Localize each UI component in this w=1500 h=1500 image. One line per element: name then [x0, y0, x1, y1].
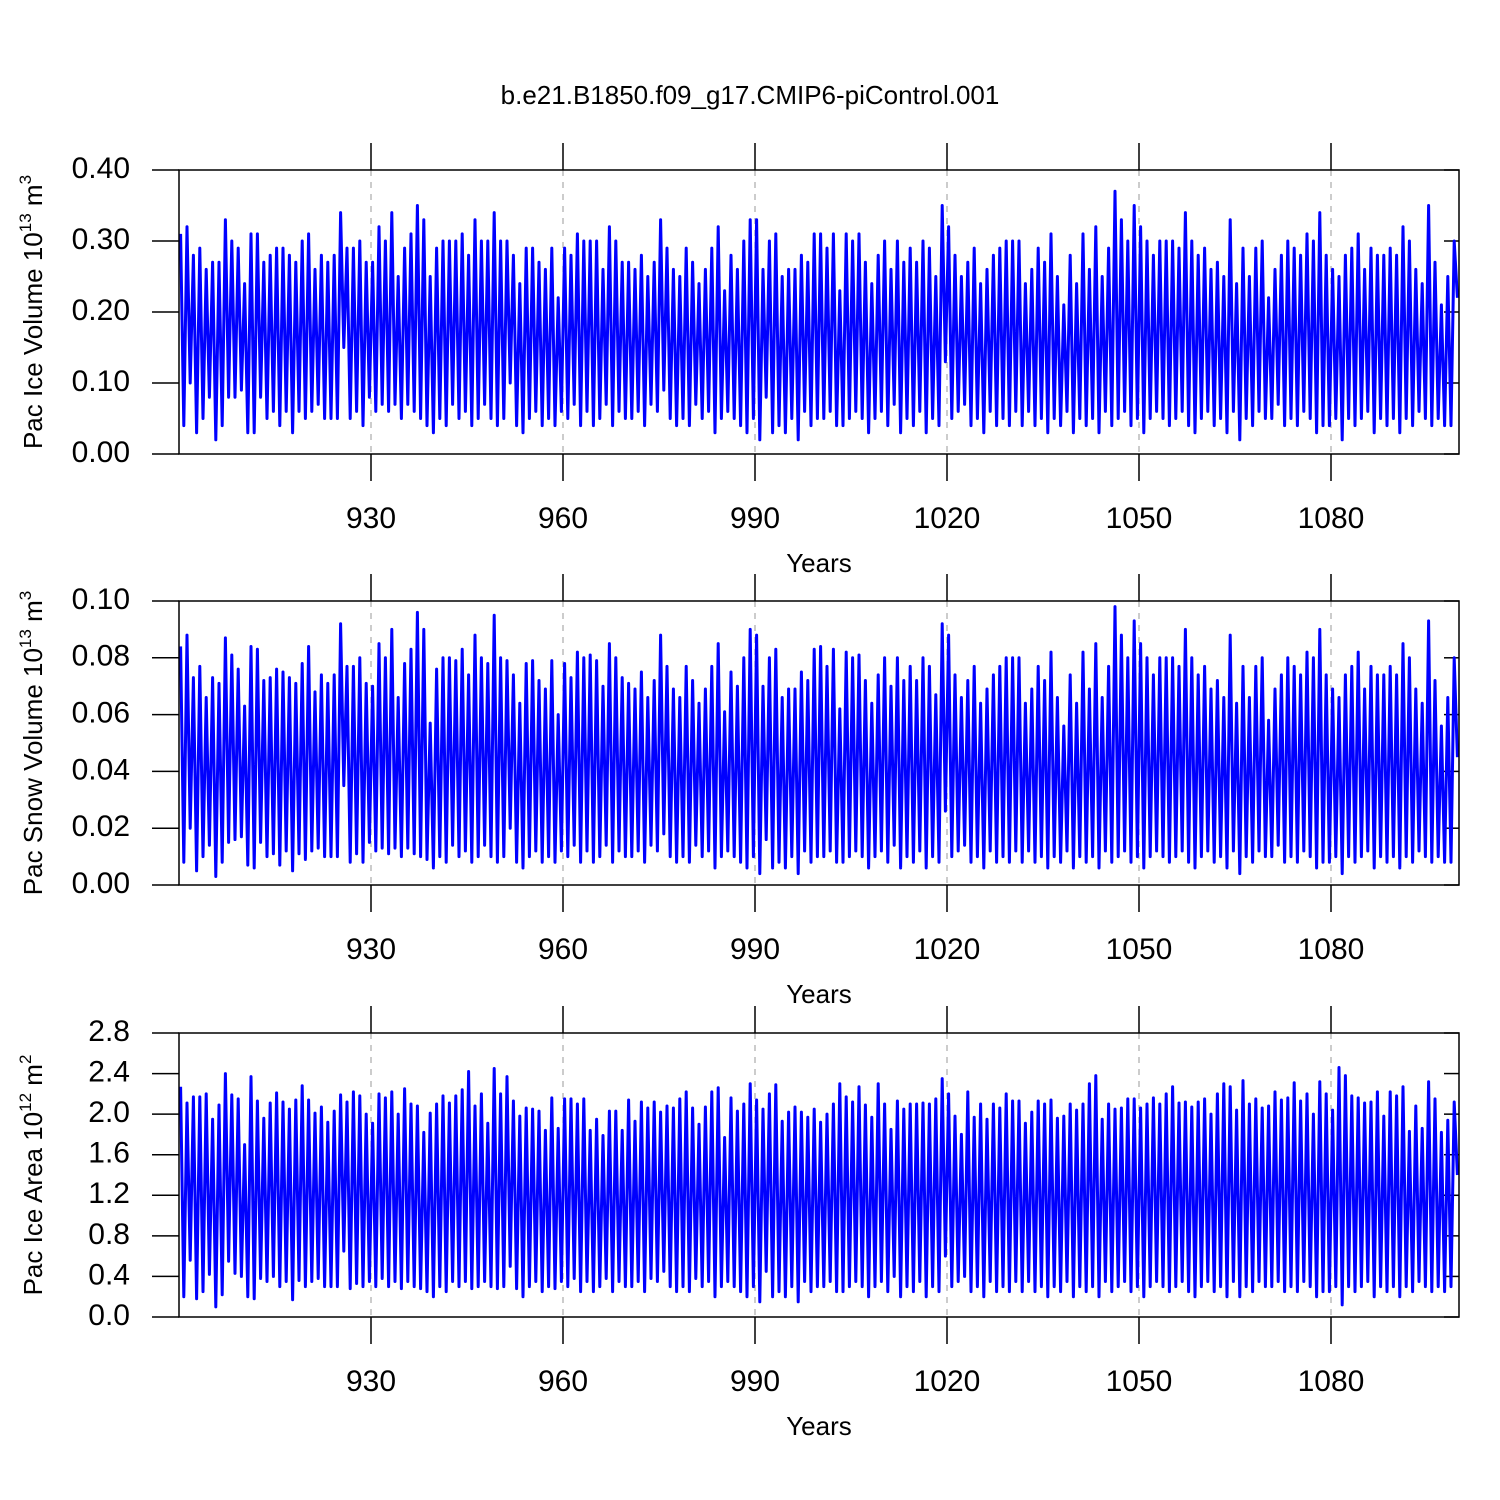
- y-tick-label: 2.4: [88, 1055, 130, 1088]
- x-tick-label: 930: [346, 1365, 396, 1398]
- y-axis-label-exponent: 13: [16, 629, 35, 648]
- x-tick-label: 930: [346, 502, 396, 535]
- x-tick-label: 930: [346, 933, 396, 966]
- y-axis-label-part: Pac Snow Volume 10: [18, 648, 48, 895]
- y-axis-label: Pac Ice Volume 1013 m3: [16, 175, 48, 449]
- x-tick-label: 960: [538, 1365, 588, 1398]
- x-tick-label: 990: [730, 502, 780, 535]
- y-tick-label: 2.0: [88, 1096, 130, 1129]
- x-tick-label: 960: [538, 502, 588, 535]
- plot-frame: [178, 600, 1460, 886]
- x-tick-label: 1050: [1106, 933, 1173, 966]
- y-axis-label-exponent: 3: [16, 591, 35, 600]
- x-tick-label: 960: [538, 933, 588, 966]
- y-tick-label: 1.2: [88, 1177, 130, 1210]
- y-tick-label: 0.06: [72, 697, 130, 730]
- y-tick-label: 0.04: [72, 753, 130, 786]
- x-tick-label: 1020: [914, 933, 981, 966]
- x-axis-label: Years: [786, 979, 852, 1009]
- y-axis-label-exponent: 3: [16, 175, 35, 184]
- y-tick-label: 0.0: [88, 1299, 130, 1332]
- x-tick-label: 1080: [1298, 502, 1365, 535]
- y-tick-label: 0.08: [72, 640, 130, 673]
- y-axis-label-part: Pac Ice Volume 10: [18, 232, 48, 449]
- x-tick-label: 1050: [1106, 1365, 1173, 1398]
- chart-title: b.e21.B1850.f09_g17.CMIP6-piControl.001: [501, 80, 1000, 110]
- x-tick-label: 1080: [1298, 1365, 1365, 1398]
- y-axis-label-exponent: 2: [16, 1055, 35, 1064]
- y-axis-label-exponent: 12: [16, 1093, 35, 1112]
- data-line: [179, 1065, 1459, 1309]
- y-tick-label: 0.02: [72, 810, 130, 843]
- x-tick-label: 990: [730, 933, 780, 966]
- plot-frame: [178, 169, 1460, 455]
- y-tick-label: 0.20: [72, 294, 130, 327]
- y-axis-label-exponent: 13: [16, 213, 35, 232]
- y-tick-label: 0.8: [88, 1218, 130, 1251]
- y-tick-label: 0.10: [72, 365, 130, 398]
- x-tick-label: 1080: [1298, 933, 1365, 966]
- x-axis-label: Years: [786, 1411, 852, 1441]
- data-line: [179, 605, 1459, 878]
- data-line: [179, 189, 1459, 442]
- x-tick-label: 1020: [914, 1365, 981, 1398]
- y-tick-label: 1.6: [88, 1137, 130, 1170]
- plot-frame: [178, 1032, 1460, 1318]
- y-axis-label: Pac Ice Area 1012 m2: [16, 1055, 48, 1296]
- x-tick-label: 1020: [914, 502, 981, 535]
- x-axis-label: Years: [786, 548, 852, 578]
- y-axis-label-part: m: [18, 600, 48, 629]
- y-tick-label: 0.30: [72, 223, 130, 256]
- y-axis-label-part: m: [18, 1064, 48, 1093]
- y-tick-label: 2.8: [88, 1015, 130, 1048]
- y-axis-label-part: m: [18, 184, 48, 213]
- y-tick-label: 0.10: [72, 583, 130, 616]
- y-axis-label-part: Pac Ice Area 10: [18, 1112, 48, 1296]
- y-tick-label: 0.00: [72, 867, 130, 900]
- y-tick-label: 0.40: [72, 152, 130, 185]
- x-tick-label: 990: [730, 1365, 780, 1398]
- y-tick-label: 0.4: [88, 1258, 130, 1291]
- x-tick-label: 1050: [1106, 502, 1173, 535]
- y-tick-label: 0.00: [72, 436, 130, 469]
- y-axis-label: Pac Snow Volume 1013 m3: [16, 591, 48, 895]
